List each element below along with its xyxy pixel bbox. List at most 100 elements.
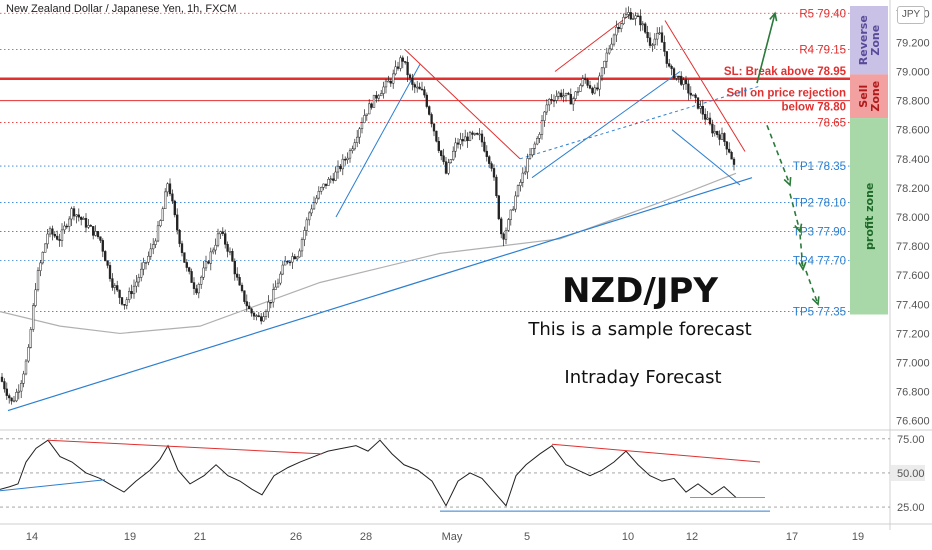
candle-body <box>226 244 229 252</box>
candle-body <box>387 80 390 83</box>
moving-average-line <box>0 172 737 335</box>
candle-body <box>94 231 97 236</box>
candle-body <box>39 262 42 271</box>
candle-body <box>250 308 253 314</box>
candle-body <box>116 285 119 291</box>
candle-body <box>284 260 287 266</box>
candle-body <box>471 132 474 135</box>
candle-body <box>507 219 510 231</box>
time-axis[interactable]: 14 19 21 26 28 May 5 10 12 17 19 <box>0 523 932 543</box>
candle-body <box>492 168 496 178</box>
candle-body <box>502 233 505 240</box>
candle-body <box>262 316 265 322</box>
candle-body <box>418 86 421 90</box>
candle-body <box>137 277 140 283</box>
candle-body <box>173 200 176 216</box>
headline: NZD/JPY <box>562 271 718 311</box>
candle-body <box>68 218 71 227</box>
candle-body <box>197 284 200 294</box>
candle-body <box>552 99 556 102</box>
candle-body <box>675 75 678 79</box>
candle-body <box>723 133 726 142</box>
candle-body <box>0 376 4 382</box>
candle-body <box>656 33 659 40</box>
candle-body <box>192 282 196 289</box>
candle-body <box>224 233 227 245</box>
candle-body <box>720 133 724 140</box>
level-label: Sell on price rejection <box>726 88 846 100</box>
candle-body <box>538 134 541 139</box>
candle-body <box>308 212 311 221</box>
candle-body <box>245 301 248 307</box>
candle-body <box>286 260 289 263</box>
candle-body <box>627 12 630 15</box>
candle-body <box>12 400 16 403</box>
forecast-arrow-head <box>811 296 820 307</box>
candle-body <box>639 15 642 26</box>
forecast-arrow-line <box>766 125 791 186</box>
rsi-current-badge <box>891 464 925 481</box>
level-label: R4 79.15 <box>799 45 846 57</box>
resistance-trendline <box>554 12 633 72</box>
candle-body <box>135 281 138 287</box>
candle-body <box>483 141 486 152</box>
candle-body <box>272 289 275 303</box>
candle-body <box>128 291 131 300</box>
candle-body <box>195 288 198 294</box>
candle-body <box>394 66 397 75</box>
price-tick-label: 78.600 <box>896 125 930 137</box>
candle-body <box>356 136 359 143</box>
price-tick-label: 76.800 <box>896 387 930 399</box>
candle-body <box>149 248 152 257</box>
candle-body <box>334 171 337 181</box>
candle-body <box>581 78 584 86</box>
candle-body <box>516 185 520 197</box>
candle-body <box>452 150 455 160</box>
time-tick-label: 21 <box>194 531 206 543</box>
candle-body <box>171 193 174 202</box>
candle-body <box>526 158 529 173</box>
resistance-trendline <box>404 49 521 160</box>
candle-body <box>725 141 728 150</box>
candle-body <box>488 156 491 164</box>
forecast-arrow-line <box>756 13 776 84</box>
price-axis[interactable]: 79.40079.20079.00078.80078.60078.40078.2… <box>889 0 930 530</box>
candle-body <box>332 178 335 181</box>
resistance-trendline <box>664 20 746 152</box>
time-tick-label: May <box>442 531 463 543</box>
candle-body <box>255 315 258 317</box>
candle-body <box>586 79 589 86</box>
candle-body <box>718 134 721 140</box>
currency-badge[interactable]: JPY <box>897 6 925 24</box>
candle-body <box>500 218 503 235</box>
candle-body <box>300 239 304 252</box>
candle-body <box>29 329 32 348</box>
candle-body <box>497 195 500 220</box>
time-tick-label: 10 <box>622 531 634 543</box>
candle-body <box>677 75 680 78</box>
blue-channel-line <box>335 63 421 218</box>
candle-body <box>632 18 635 20</box>
candle-body <box>53 234 56 237</box>
candle-body <box>716 131 719 135</box>
candle-body <box>58 239 61 241</box>
candle-body <box>240 284 244 291</box>
candle-body <box>509 209 512 220</box>
candle-body <box>221 231 224 234</box>
candle-body <box>644 23 647 33</box>
candle-body <box>152 244 155 250</box>
candle-body <box>574 91 577 99</box>
candle-body <box>408 74 412 79</box>
candle-body <box>267 301 270 312</box>
candle-body <box>216 233 220 246</box>
candle-body <box>336 165 340 173</box>
forecast-arrows <box>756 11 820 307</box>
candle-body <box>27 347 30 362</box>
candle-body <box>610 43 613 50</box>
candle-body <box>564 92 568 97</box>
candle-body <box>140 268 143 278</box>
candle-body <box>641 23 644 26</box>
candle-body <box>10 397 13 402</box>
candle-body <box>252 312 256 317</box>
